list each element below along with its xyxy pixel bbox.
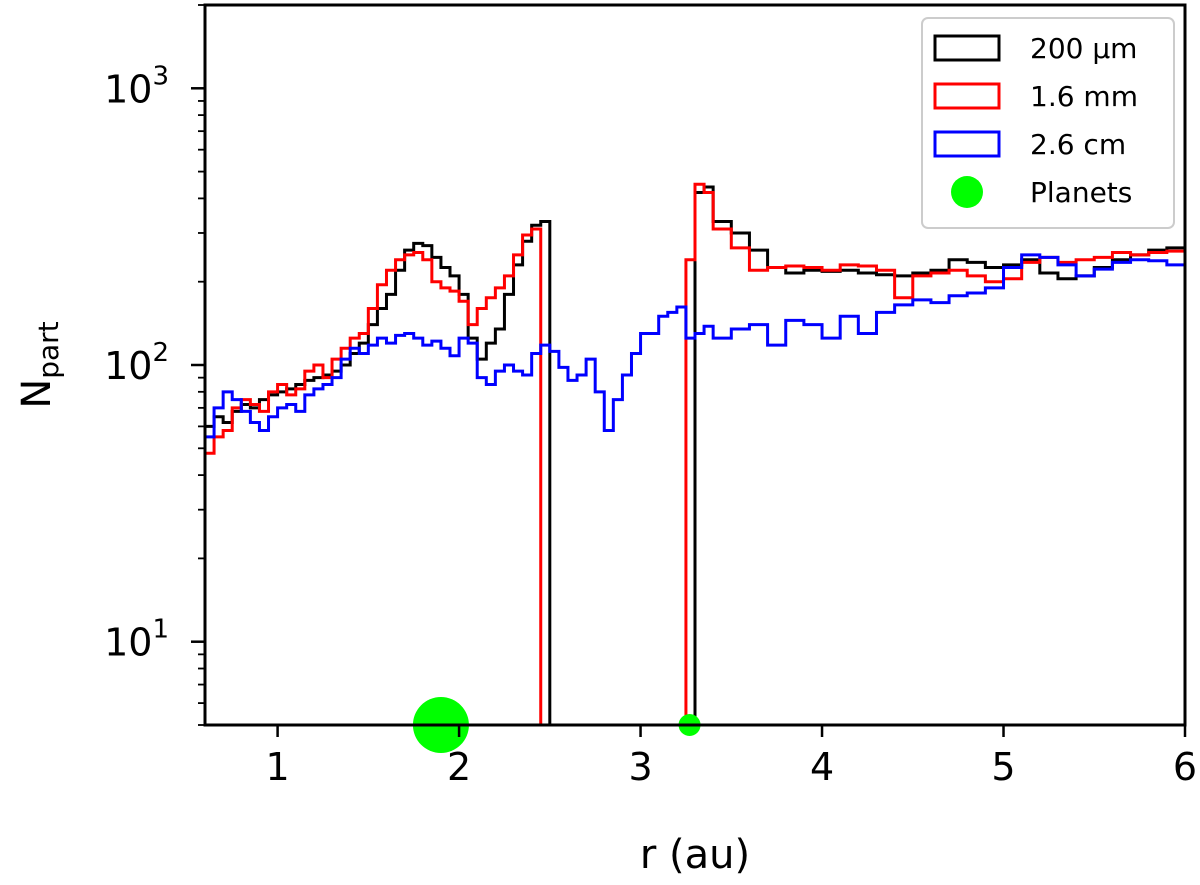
y-axis-label-subscript: part (32, 321, 65, 378)
x-axis-ticks: 1 2 3 4 5 6 (265, 725, 1197, 789)
legend-label: 2.6 cm (1030, 128, 1126, 161)
legend-label: Planets (1030, 176, 1132, 209)
legend: 200 μm 1.6 mm 2.6 cm Planets (921, 17, 1175, 229)
series-line-2 (205, 253, 1185, 439)
x-tick-label: 1 (265, 745, 289, 789)
y-axis-label-base: N (14, 379, 60, 409)
legend-label: 1.6 mm (1030, 80, 1138, 113)
y-tick-label: 103 (104, 61, 169, 111)
legend-box (921, 17, 1175, 229)
legend-swatch (933, 130, 1001, 158)
x-tick-label: 3 (628, 745, 652, 789)
y-tick-label: 102 (104, 338, 169, 388)
y-axis-label: Npart (14, 321, 65, 408)
y-tick-label: 101 (104, 615, 169, 665)
legend-swatch (951, 176, 983, 208)
legend-swatch (933, 34, 1001, 62)
legend-label: 200 μm (1030, 32, 1137, 65)
series-line-0 (205, 185, 1185, 725)
series-line-1 (205, 182, 1185, 725)
x-axis-label: r (au) (640, 832, 750, 878)
y-axis-ticks: 101 102 103 (104, 4, 205, 726)
series-layer (205, 182, 1185, 725)
x-tick-label: 6 (1173, 745, 1197, 789)
x-tick-label: 2 (447, 745, 471, 789)
x-tick-label: 5 (991, 745, 1015, 789)
x-tick-label: 4 (810, 745, 834, 789)
legend-swatch (933, 82, 1001, 110)
